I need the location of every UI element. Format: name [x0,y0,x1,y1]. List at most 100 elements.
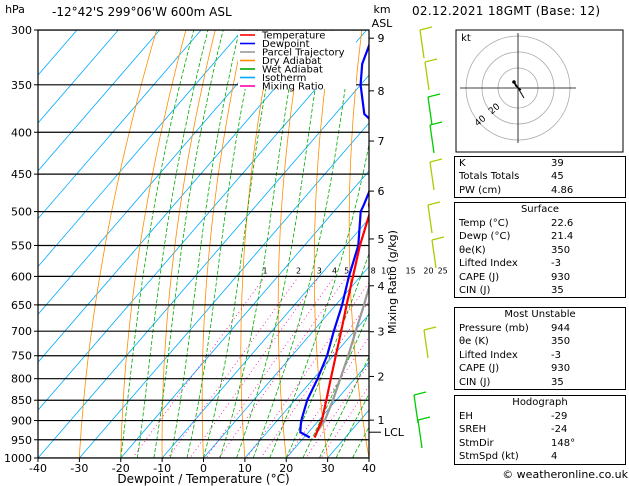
legend-label: Parcel Trajectory [262,48,345,59]
mu-label: CIN (J) [459,376,491,388]
wind-barb-flag [413,391,427,396]
mixing-ratio-label: 3 [317,266,322,275]
isotherm-line [38,30,119,124]
mu-label: CAPE (J) [459,363,500,375]
storm-motion-arrow [517,87,525,99]
km-tick-label: 9 [378,32,385,45]
isotherm-line [161,218,369,458]
asl-axis-label: ASL [372,17,394,30]
mixing-ratio-label: 2 [296,266,301,275]
mu-row: θe (K) 350 [455,335,625,348]
temp-tick-label: -10 [153,462,171,475]
most-unstable-header: Most Unstable [504,309,576,320]
pressure-tick-label: 800 [11,373,32,386]
hodo-row: StmSpd (kt) 4 [455,450,625,463]
surface-label: CAPE (J) [459,271,500,283]
location-label: -12°42'S 299°06'W 600m ASL [52,5,232,19]
mu-row: Pressure (mb) 944 [455,322,625,335]
hpa-axis-label: hPa [5,3,25,16]
wet-adiabat-line [319,356,369,458]
wind-barb-flag [429,158,443,163]
isotherm-line [38,30,367,411]
km-tick-label: 6 [378,185,385,198]
pressure-tick-label: 350 [11,79,32,92]
tt-value: 45 [551,171,564,183]
temp-tick-label: -40 [29,462,47,475]
wind-barb-staff [427,96,433,126]
surface-row: Temp (°C) 22.6 [455,217,625,230]
surface-label: θe(K) [459,244,486,256]
mixing-ratio-line [189,276,320,458]
isotherm-line [38,74,369,458]
wind-barb-staff [427,204,433,234]
wind-barb-staff [417,419,423,449]
km-tick-label: 4 [378,280,385,293]
surface-row: CAPE (J) 930 [455,271,625,284]
mixing-ratio-label: 5 [344,266,349,275]
isotherm-line [203,265,369,458]
pressure-tick-label: 900 [11,415,32,428]
isotherm-line [38,30,161,172]
mu-value: -3 [551,349,561,361]
km-tick-label: 5 [378,233,385,246]
pw-value: 4.86 [551,184,574,196]
mixing-ratio-line [320,385,369,458]
mixing-ratio-label: 15 [406,266,416,275]
legend-label: Dewpoint [262,39,310,50]
pressure-tick-label: 300 [11,24,32,37]
wet-adiabat-line [120,30,195,458]
mixing-ratio-label: 4 [332,266,337,275]
isotherm-line [79,122,369,458]
hodograph-table: Hodograph EH -29 SREH -24 StmDir 148° StmSpd (… [454,395,626,465]
pressure-tick-label: 600 [11,270,32,283]
parcel-trajectory-profile [313,283,369,438]
wind-barb-flag [427,201,441,206]
temp-tick-label: 20 [279,462,293,475]
mu-label: Pressure (mb) [459,323,529,334]
surface-value: 350 [551,244,571,256]
surface-row: θe(K) 350 [455,244,625,257]
hodograph-point [512,80,516,84]
mu-row: CAPE (J) 930 [455,362,625,375]
mixing-ratio-label: 8 [371,266,376,275]
isotherm-line [38,30,285,316]
mu-value: 350 [551,336,571,348]
dewpoint-profile [299,42,369,439]
mu-label: Lifted Index [459,349,518,361]
wet-adiabat-line [153,30,224,458]
isotherm-line [120,170,369,458]
dry-adiabat-line [277,30,304,458]
surface-row: CIN (J) 35 [455,284,625,297]
hodo-row: StmDir 148° [455,437,625,450]
datetime-label: 02.12.2021 18GMT (Base: 12) [412,4,601,18]
pressure-tick-label: 1000 [4,452,32,465]
wind-barb-staff [424,61,430,91]
mu-value: 35 [551,376,564,388]
wind-barb-flag [424,58,438,63]
lcl-label: LCL [384,426,405,439]
pressure-tick-label: 700 [11,325,32,338]
mu-label: θe (K) [459,336,489,348]
tt-label: Totals Totals [459,171,520,183]
wind-barb-staff [429,161,435,191]
surface-label: Temp (°C) [459,218,509,229]
km-tick-label: 1 [378,414,385,427]
hodo-row: SREH -24 [455,423,625,436]
pressure-tick-label: 500 [11,206,32,219]
mixing-ratio-line [132,276,266,458]
pw-label: PW (cm) [459,184,502,196]
km-tick-label: 3 [378,326,385,339]
temp-tick-label: 30 [321,462,335,475]
km-tick-label: 2 [378,370,385,383]
hodo-label: EH [459,411,473,422]
wind-barb-flag [419,26,433,31]
temp-tick-label: 10 [238,462,252,475]
copyright-footer: © weatheronline.co.uk [502,468,628,481]
surface-row: Dewp (°C) 21.4 [455,230,625,243]
mixing-ratio-label: 25 [438,266,448,275]
pressure-tick-label: 400 [11,126,32,139]
surface-value: 21.4 [551,231,574,243]
mixing-ratio-label: 1 [263,266,268,275]
wind-barb-staff [423,329,429,359]
